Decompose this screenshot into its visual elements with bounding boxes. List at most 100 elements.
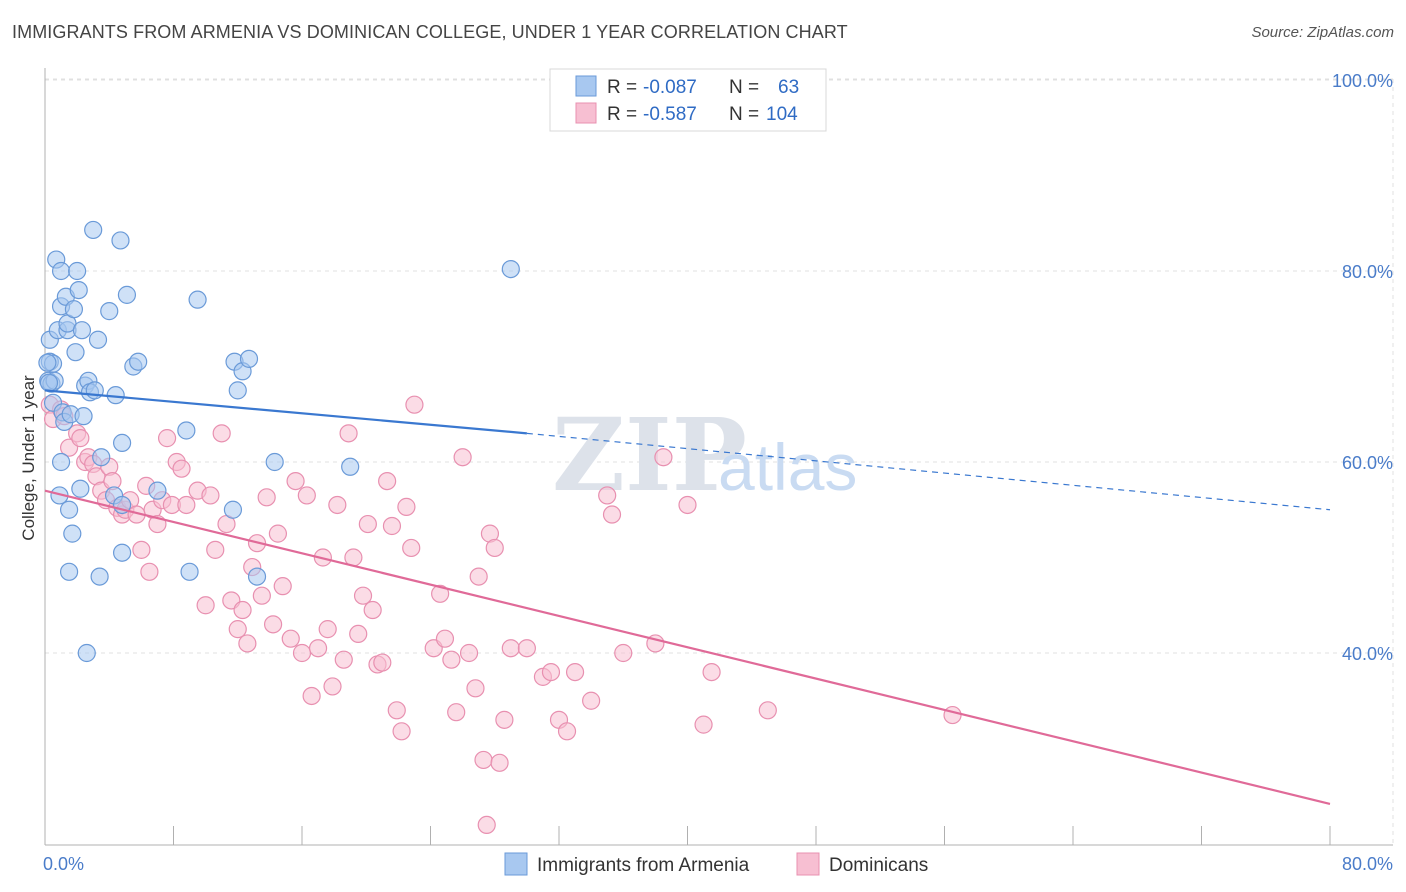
blue-point-43 (112, 543, 132, 562)
legend-n-value-2: 104 (766, 104, 798, 125)
legend-swatch-pink (575, 102, 597, 124)
pink-point-102 (694, 715, 713, 734)
pink-point-71 (397, 497, 416, 516)
blue-point-19 (59, 562, 79, 581)
pink-point-44 (257, 488, 276, 507)
pink-point-75 (431, 584, 450, 603)
blue-point-27 (72, 321, 92, 340)
blue-point-49 (180, 562, 199, 581)
pink-point-104 (758, 701, 777, 720)
pink-point-82 (469, 567, 488, 586)
blue-point-25 (69, 281, 88, 300)
legend-n-label-2: N = (729, 104, 759, 125)
bottom-legend-swatch-blue (504, 852, 528, 876)
pink-point-76 (435, 629, 455, 648)
blue-point-51 (223, 500, 243, 519)
pink-point-72 (402, 538, 421, 558)
x-tick-label-1: 80.0% (1342, 854, 1393, 874)
pink-point-47 (273, 577, 292, 596)
blue-point-11 (51, 261, 71, 281)
pink-trend-line (44, 489, 1331, 805)
blue-point-46 (129, 352, 148, 371)
pink-point-86 (490, 753, 509, 772)
blue-point-60 (38, 353, 57, 372)
blue-point-30 (77, 643, 96, 663)
pink-point-32 (196, 596, 215, 615)
pink-point-88 (501, 639, 520, 658)
bottom-legend-label-dominicans: Dominicans (829, 855, 928, 876)
pink-point-30 (177, 495, 196, 515)
blue-trend-line (44, 389, 527, 435)
legend-r-label-1: R = (607, 77, 637, 98)
y-tick-label-0: 100.0% (1332, 71, 1393, 91)
blue-point-59 (501, 259, 520, 279)
blue-point-48 (177, 421, 196, 440)
bottom-legend-swatch-pink (796, 852, 820, 876)
pink-point-67 (378, 472, 397, 491)
pink-point-106 (477, 815, 496, 835)
trend-lines (44, 389, 1331, 805)
pink-point-70 (392, 722, 411, 741)
legend-r-value-2: -0.587 (643, 104, 697, 125)
pink-point-52 (302, 686, 321, 706)
pink-point-87 (495, 710, 514, 729)
pink-point-93 (557, 722, 577, 741)
legend-n-label-1: N = (729, 77, 759, 98)
legend-r-value-1: -0.087 (643, 77, 697, 98)
blue-point-36 (90, 567, 109, 586)
pink-point-56 (323, 677, 342, 696)
blue-point-55 (239, 349, 259, 368)
pink-point-66 (373, 653, 392, 672)
pink-point-49 (286, 472, 305, 491)
blue-point-58 (341, 457, 360, 476)
legend-n-value-1: 63 (778, 77, 799, 98)
blue-point-12 (51, 452, 71, 472)
blue-point-38 (100, 302, 119, 321)
blue-point-18 (59, 500, 79, 519)
legend-r-label-2: R = (607, 104, 637, 125)
pink-point-34 (206, 540, 225, 559)
pink-point-101 (678, 495, 697, 515)
pink-point-55 (318, 620, 337, 639)
pink-point-26 (157, 429, 177, 448)
pink-point-53 (308, 639, 328, 658)
pink-point-33 (201, 486, 220, 505)
chart-title: IMMIGRANTS FROM ARMENIA VS DOMINICAN COL… (12, 22, 848, 42)
blue-point-24 (68, 261, 87, 281)
pink-point-73 (405, 395, 424, 414)
pink-point-85 (485, 538, 504, 558)
pink-point-58 (334, 650, 353, 669)
blue-point-47 (148, 481, 167, 500)
pink-point-95 (582, 691, 601, 710)
y-tick-labels: 100.0% 80.0% 60.0% 40.0% (1332, 71, 1393, 664)
blue-trend-extension (526, 432, 1331, 511)
pink-point-51 (297, 486, 316, 505)
pink-point-91 (541, 662, 561, 682)
pink-point-80 (459, 643, 479, 663)
y-tick-label-1: 80.0% (1342, 262, 1393, 282)
blue-point-50 (188, 290, 207, 309)
blue-point-22 (64, 300, 84, 319)
blue-point-23 (66, 343, 85, 362)
pink-point-35 (212, 424, 231, 443)
pink-point-97 (602, 505, 622, 524)
y-axis-title: College, Under 1 year (19, 375, 38, 541)
pink-point-39 (233, 600, 252, 620)
armenia-points (38, 220, 520, 663)
blue-point-21 (63, 524, 82, 543)
pink-point-81 (466, 679, 485, 698)
blue-point-26 (71, 479, 90, 498)
pink-point-45 (263, 615, 283, 634)
pink-point-63 (358, 514, 377, 534)
blue-point-61 (39, 373, 59, 392)
pink-point-38 (228, 620, 247, 639)
bottom-legend-label-armenia: Immigrants from Armenia (537, 855, 750, 876)
pink-point-46 (268, 524, 288, 543)
pink-point-105 (943, 705, 962, 725)
pink-point-59 (339, 424, 358, 443)
pink-point-48 (281, 629, 300, 648)
axes (44, 68, 1393, 846)
pink-point-43 (252, 586, 271, 605)
blue-point-57 (265, 452, 284, 472)
